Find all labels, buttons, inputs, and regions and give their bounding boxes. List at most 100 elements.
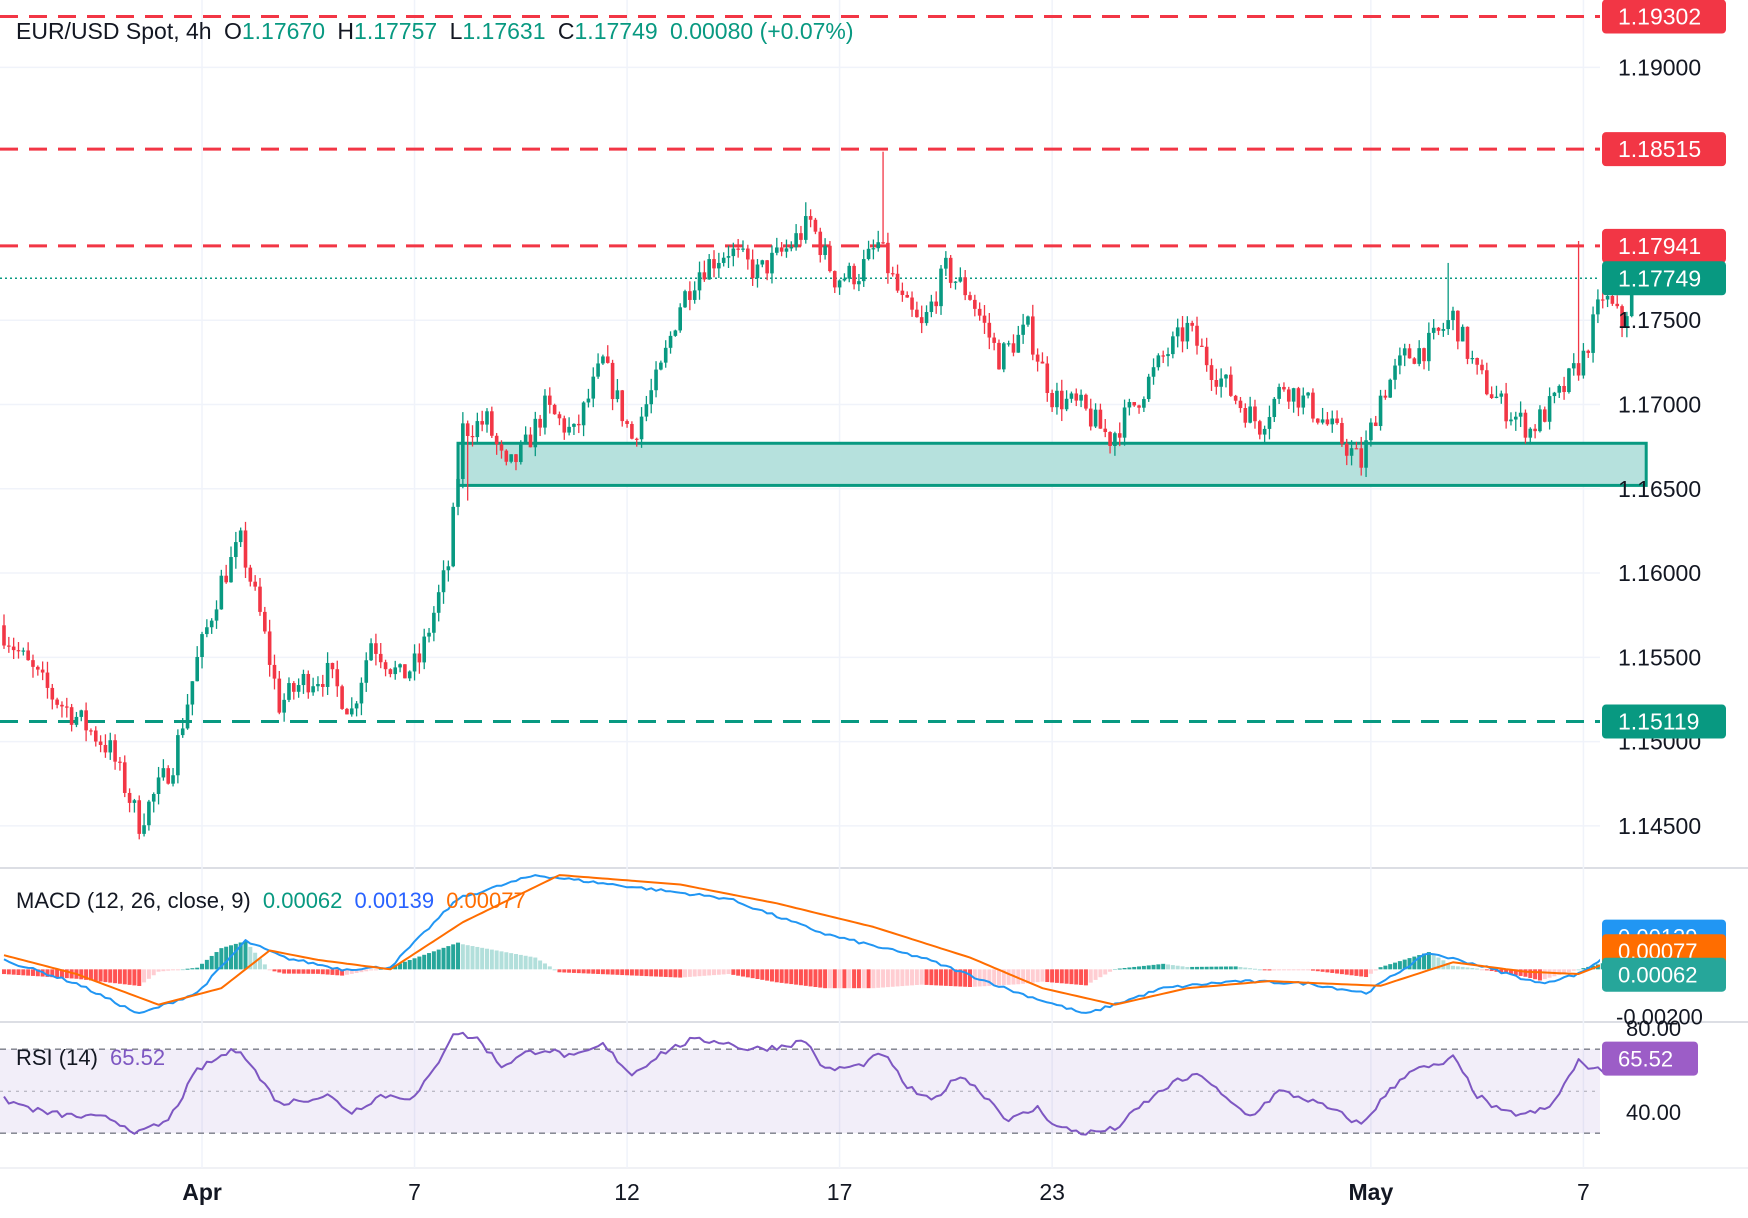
candle-body [601, 356, 605, 364]
candle-body [1402, 348, 1407, 356]
macd-title[interactable]: MACD (12, 26, close, 9) [16, 888, 251, 913]
candle [1504, 382, 1508, 429]
candle [649, 378, 654, 414]
macd-histogram-bar [625, 969, 630, 976]
rsi-title[interactable]: RSI (14) [16, 1045, 98, 1070]
macd-histogram-bar [1209, 966, 1214, 970]
candle [1238, 396, 1243, 413]
candle [895, 264, 900, 293]
candle [1335, 410, 1339, 425]
macd-histogram-bar [166, 969, 171, 971]
candle [944, 251, 948, 276]
candle [1451, 306, 1455, 331]
candle [354, 701, 359, 717]
macd-histogram-bar [412, 958, 417, 970]
candle [378, 643, 383, 669]
candle [325, 652, 330, 696]
candle-body [1586, 350, 1591, 353]
candle [1325, 411, 1330, 426]
candle [760, 259, 765, 268]
macd-histogram-bar [219, 948, 224, 970]
candle-body [195, 656, 199, 682]
macd-histogram-bar [1257, 969, 1262, 971]
candle-body [808, 216, 813, 220]
level-price-tag-text: 1.19302 [1618, 4, 1701, 30]
macd-histogram-bar [1518, 969, 1523, 976]
macd-histogram-bar [1378, 967, 1383, 970]
macd-histogram-bar [905, 969, 910, 986]
candle-body [1229, 374, 1233, 396]
candle [1625, 311, 1629, 338]
macd-histogram-bar [562, 969, 567, 973]
macd-histogram-bar [731, 969, 736, 975]
candle [654, 361, 658, 398]
candle [224, 564, 228, 584]
candle [519, 440, 523, 465]
macd-histogram-bar [1537, 969, 1542, 981]
macd-histogram-bar [485, 948, 489, 970]
candle-body [451, 506, 455, 567]
symbol-title[interactable]: EUR/USD Spot, 4h [16, 18, 212, 44]
candle-body [746, 248, 750, 260]
candle-body [649, 390, 654, 405]
candle-body [987, 322, 992, 338]
candle [369, 638, 373, 661]
candle-body [340, 686, 344, 709]
candle-body [263, 611, 267, 632]
candle [1518, 401, 1523, 428]
candle [190, 681, 195, 716]
candle-body [398, 664, 402, 668]
macd-histogram-bar [1185, 966, 1190, 970]
candle-body [1204, 346, 1209, 366]
candle [1108, 431, 1112, 454]
candle [861, 249, 866, 287]
macd-histogram-bar [21, 969, 26, 976]
candle [1282, 382, 1286, 392]
macd-histogram-bar [600, 969, 605, 975]
candle [992, 332, 996, 351]
macd-histogram-bar [953, 969, 958, 987]
candle [311, 677, 315, 696]
macd-histogram-bar [369, 969, 374, 971]
macd-histogram-bar [716, 969, 721, 975]
candle-body [1378, 395, 1383, 427]
candle [374, 633, 378, 666]
candle-body [1427, 332, 1431, 362]
candle [1180, 316, 1185, 353]
candle [750, 249, 755, 286]
candle-body [963, 277, 967, 296]
candle-body [1006, 343, 1011, 345]
macd-histogram-bar [1054, 969, 1059, 983]
candle-body [1151, 367, 1156, 377]
macd-histogram-bar [847, 969, 852, 989]
macd-histogram-bar [146, 969, 151, 979]
candle-body [842, 278, 847, 281]
level-price-tag-box [1602, 704, 1726, 739]
candle-body [1480, 364, 1484, 371]
candle-body [354, 703, 359, 709]
candle [1427, 322, 1431, 371]
macd-histogram-bar [233, 943, 238, 970]
macd-histogram-bar [456, 942, 461, 970]
candle-body [200, 634, 204, 657]
candle [948, 254, 953, 289]
macd-histogram-bar [6, 969, 11, 975]
macd-histogram-bar [1228, 966, 1233, 970]
candle-body [1011, 343, 1016, 353]
candle [1117, 422, 1122, 447]
candle-body [881, 242, 885, 244]
macd-histogram-bar [1291, 969, 1296, 971]
candle [1093, 403, 1098, 429]
macd-histogram-bar [1470, 967, 1475, 970]
candle [103, 734, 108, 758]
macd-histogram-bar [1180, 966, 1185, 970]
candle [214, 600, 219, 629]
macd-histogram-bar [1132, 966, 1137, 970]
macd-histogram-bar [209, 955, 214, 970]
candle-body [243, 530, 248, 568]
candle-body [1475, 358, 1479, 365]
candle-body [688, 291, 692, 300]
macd-histogram-bar [1272, 969, 1277, 971]
